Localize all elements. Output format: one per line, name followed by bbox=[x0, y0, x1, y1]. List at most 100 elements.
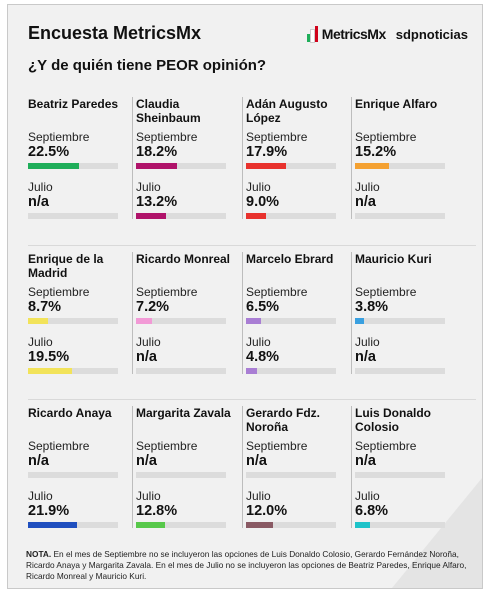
column-divider bbox=[242, 97, 243, 219]
september-bar bbox=[136, 318, 153, 324]
candidate-name: Gerardo Fdz. Noroña bbox=[246, 406, 321, 434]
july-value: 21.9% bbox=[28, 503, 70, 519]
july-value: 6.8% bbox=[355, 503, 389, 519]
july-bar-track bbox=[136, 522, 226, 528]
candidate-name: Luis Donaldo Colosio bbox=[355, 406, 431, 434]
september-bar bbox=[355, 163, 390, 169]
july-value: 4.8% bbox=[246, 349, 280, 365]
july-label: Julio bbox=[136, 180, 161, 194]
candidate-card: Marcelo Ebrard Septiembre 6.5% Julio 4.8% bbox=[246, 252, 354, 388]
july-label: Julio bbox=[355, 335, 380, 349]
july-label: Julio bbox=[246, 489, 271, 503]
july-label: Julio bbox=[28, 489, 53, 503]
september-bar-track bbox=[246, 163, 336, 169]
september-value: n/a bbox=[246, 453, 267, 469]
candidate-card: Mauricio Kuri Septiembre 3.8% Julio n/a bbox=[355, 252, 463, 388]
july-bar bbox=[136, 213, 166, 219]
candidate-row: Enrique de la Madrid Septiembre 8.7% Julio 1… bbox=[28, 245, 476, 399]
candidate-card: Luis Donaldo Colosio Septiembre n/a Julio 6.… bbox=[355, 406, 463, 542]
footnote-text: En el mes de Septiembre no se incluyeron… bbox=[26, 549, 467, 581]
candidate-name: Claudia Sheinbaum bbox=[136, 97, 201, 125]
september-bar-track bbox=[246, 318, 336, 324]
candidate-name: Ricardo Anaya bbox=[28, 406, 112, 420]
july-value: 9.0% bbox=[246, 194, 280, 210]
july-value: 12.0% bbox=[246, 503, 288, 519]
september-bar-track bbox=[136, 318, 226, 324]
sdpnoticias-logo: sdpnoticias bbox=[395, 26, 468, 42]
september-label: Septiembre bbox=[136, 130, 198, 144]
september-value: 15.2% bbox=[355, 144, 397, 160]
page-title: Encuesta MetricsMx bbox=[28, 23, 202, 43]
candidate-name: Adán Augusto López bbox=[246, 97, 328, 125]
september-bar-track bbox=[136, 472, 226, 478]
july-label: Julio bbox=[355, 180, 380, 194]
column-divider bbox=[132, 406, 133, 528]
july-label: Julio bbox=[246, 335, 271, 349]
july-bar bbox=[355, 522, 371, 528]
candidate-name: Enrique Alfaro bbox=[355, 97, 438, 111]
candidate-card: Ricardo Anaya Septiembre n/a Julio 21.9% bbox=[28, 406, 136, 542]
september-bar-track bbox=[136, 163, 226, 169]
column-divider bbox=[351, 406, 352, 528]
september-label: Septiembre bbox=[136, 439, 198, 453]
column-divider bbox=[132, 97, 133, 219]
metricsmx-logo: MetricsMx bbox=[306, 26, 386, 43]
candidate-card: Ricardo Monreal Septiembre 7.2% Julio n/a bbox=[136, 252, 244, 388]
july-bar-track bbox=[28, 213, 118, 219]
september-label: Septiembre bbox=[28, 439, 90, 453]
footnote-label: NOTA. bbox=[26, 549, 52, 559]
july-value: n/a bbox=[355, 349, 376, 365]
september-label: Septiembre bbox=[28, 285, 90, 299]
september-label: Septiembre bbox=[355, 439, 417, 453]
column-divider bbox=[242, 252, 243, 374]
july-bar-track bbox=[28, 522, 118, 528]
september-label: Septiembre bbox=[246, 285, 308, 299]
candidate-row: Beatriz Paredes Septiembre 22.5% Julio n/a Cl… bbox=[28, 91, 476, 245]
july-bar bbox=[246, 368, 257, 374]
candidate-name: Mauricio Kuri bbox=[355, 252, 432, 266]
july-bar-track bbox=[355, 368, 445, 374]
july-value: n/a bbox=[355, 194, 376, 210]
september-bar-track bbox=[355, 318, 445, 324]
july-value: 12.8% bbox=[136, 503, 178, 519]
candidate-grid: Beatriz Paredes Septiembre 22.5% Julio n/a Cl… bbox=[28, 91, 476, 553]
july-label: Julio bbox=[28, 335, 53, 349]
column-divider bbox=[132, 252, 133, 374]
september-bar bbox=[355, 318, 364, 324]
july-bar-track bbox=[246, 522, 336, 528]
july-label: Julio bbox=[355, 489, 380, 503]
candidate-card: Enrique Alfaro Septiembre 15.2% Julio n/a bbox=[355, 97, 463, 233]
july-label: Julio bbox=[28, 180, 53, 194]
september-bar bbox=[246, 163, 287, 169]
september-label: Septiembre bbox=[246, 439, 308, 453]
september-value: n/a bbox=[355, 453, 376, 469]
logos: MetricsMx sdpnoticias bbox=[306, 21, 468, 47]
september-bar bbox=[136, 163, 177, 169]
candidate-card: Gerardo Fdz. Noroña Septiembre n/a Julio 12.… bbox=[246, 406, 354, 542]
september-bar-track bbox=[355, 163, 445, 169]
candidate-name: Beatriz Paredes bbox=[28, 97, 119, 111]
september-bar bbox=[28, 163, 79, 169]
july-value: n/a bbox=[28, 194, 49, 210]
september-value: 17.9% bbox=[246, 144, 288, 160]
september-label: Septiembre bbox=[136, 285, 198, 299]
column-divider bbox=[351, 97, 352, 219]
september-label: Septiembre bbox=[355, 130, 417, 144]
september-bar-track bbox=[246, 472, 336, 478]
september-value: n/a bbox=[28, 453, 49, 469]
july-bar bbox=[246, 213, 267, 219]
candidate-name: Ricardo Monreal bbox=[136, 252, 231, 266]
candidate-card: Margarita Zavala Septiembre n/a Julio 12.8% bbox=[136, 406, 244, 542]
column-divider bbox=[351, 252, 352, 374]
july-bar-track bbox=[136, 368, 226, 374]
candidate-name: Enrique de la Madrid bbox=[28, 252, 104, 280]
corner-decoration bbox=[392, 478, 482, 588]
footnote: NOTA. En el mes de Septiembre no se incl… bbox=[26, 549, 472, 582]
july-value: 19.5% bbox=[28, 349, 70, 365]
september-bar-track bbox=[28, 472, 118, 478]
july-bar-track bbox=[355, 213, 445, 219]
column-divider bbox=[242, 406, 243, 528]
july-bar bbox=[136, 522, 165, 528]
september-value: 22.5% bbox=[28, 144, 70, 160]
september-value: 18.2% bbox=[136, 144, 178, 160]
